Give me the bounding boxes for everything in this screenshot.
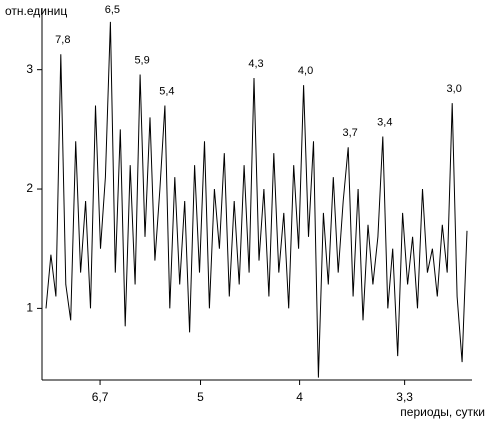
peak-annotation: 3,7	[343, 127, 358, 139]
y-tick-label: 3	[26, 62, 33, 76]
data-line	[45, 21, 468, 378]
peak-annotation: 6,5	[105, 4, 120, 16]
y-axis-label: отн.единиц	[5, 4, 67, 18]
peak-annotation: 5,4	[159, 85, 174, 97]
peak-annotation: 4,0	[298, 65, 313, 77]
y-tick-label: 1	[26, 301, 33, 315]
peak-annotation: 3,0	[447, 83, 462, 95]
x-tick-label: 6,7	[92, 390, 109, 404]
x-tick-label: 3,3	[396, 390, 413, 404]
x-tick-label: 5	[197, 390, 204, 404]
x-tick-label: 4	[296, 390, 303, 404]
peak-annotation: 3,4	[377, 116, 392, 128]
peak-annotation: 7,8	[55, 34, 70, 46]
peak-annotation: 5,9	[134, 54, 149, 66]
x-axis-label: периоды, сутки	[400, 405, 485, 419]
peak-annotation: 4,3	[248, 58, 263, 70]
y-tick-label: 2	[26, 181, 33, 195]
